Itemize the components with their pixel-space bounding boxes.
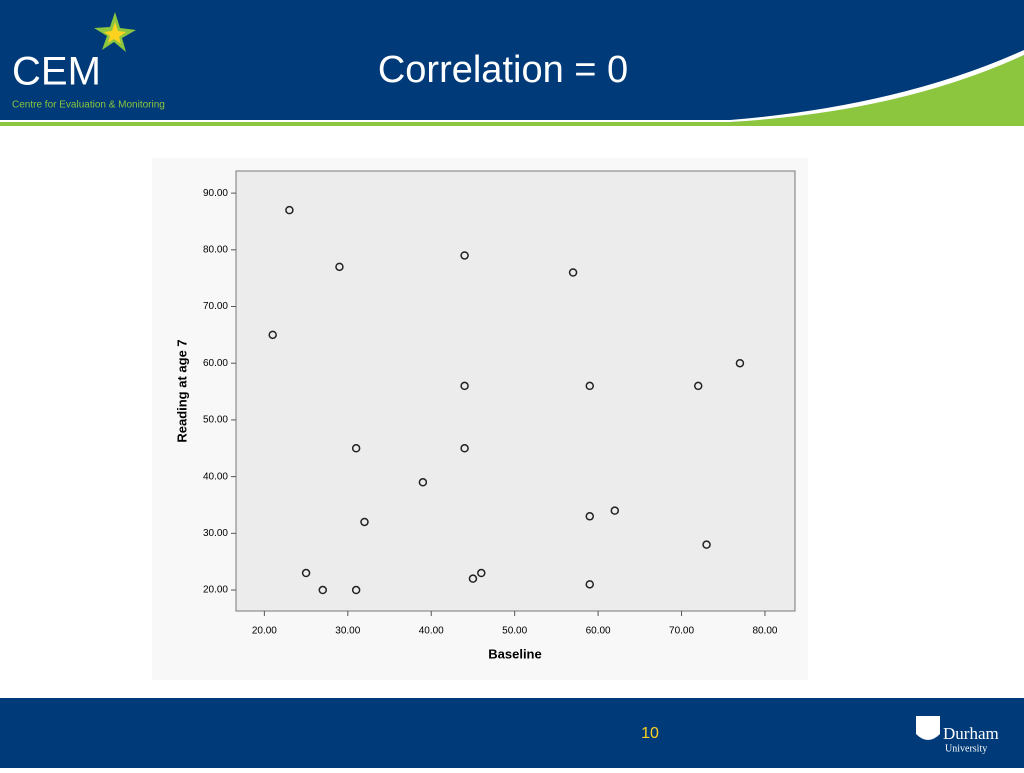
y-tick-label: 90.00 <box>203 188 228 199</box>
plot-area <box>235 170 796 612</box>
point <box>351 585 361 595</box>
page-number: 10 <box>641 725 659 742</box>
logo-subtitle: Centre for Evaluation & Monitoring <box>12 100 165 111</box>
point <box>351 444 361 453</box>
point <box>585 381 595 391</box>
point <box>585 512 595 521</box>
university-word: University <box>945 743 987 754</box>
point <box>585 580 595 589</box>
university-crest <box>916 716 940 740</box>
point <box>568 268 578 277</box>
point <box>268 330 277 340</box>
x-tick-label: 80.00 <box>752 626 777 637</box>
y-tick-label: 20.00 <box>203 585 228 596</box>
y-axis-title: Reading at age 7 <box>174 339 189 442</box>
point <box>360 517 369 527</box>
point <box>735 358 745 368</box>
point <box>610 506 620 515</box>
x-tick-label: 60.00 <box>586 626 611 637</box>
point <box>702 540 711 549</box>
y-tick-label: 30.00 <box>203 528 228 539</box>
point <box>460 251 469 260</box>
y-tick-label: 40.00 <box>203 471 228 482</box>
y-tick-label: 70.00 <box>203 301 228 312</box>
point <box>418 478 428 487</box>
y-tick-label: 60.00 <box>203 358 228 369</box>
x-tick-label: 30.00 <box>335 626 360 637</box>
header-stripe <box>0 55 1024 126</box>
y-tick-label: 80.00 <box>203 244 228 255</box>
university-name: Durham <box>943 724 999 743</box>
x-tick-label: 20.00 <box>252 626 277 637</box>
point <box>318 585 328 595</box>
footer-band <box>0 698 1024 768</box>
x-tick-label: 40.00 <box>419 626 444 637</box>
logo-text: CEM <box>12 50 101 94</box>
x-tick-label: 70.00 <box>669 626 694 637</box>
point <box>477 568 486 578</box>
point <box>693 381 703 391</box>
slide-title: Correlation = 0 <box>378 49 628 91</box>
point <box>460 381 469 391</box>
point <box>335 262 344 272</box>
y-tick-label: 50.00 <box>203 415 228 426</box>
x-axis-title: Baseline <box>488 646 541 661</box>
point <box>301 568 311 578</box>
point <box>460 444 469 453</box>
point <box>468 574 478 583</box>
logo-star-inner <box>104 22 126 44</box>
x-tick-label: 50.00 <box>502 626 527 637</box>
point <box>285 205 294 215</box>
